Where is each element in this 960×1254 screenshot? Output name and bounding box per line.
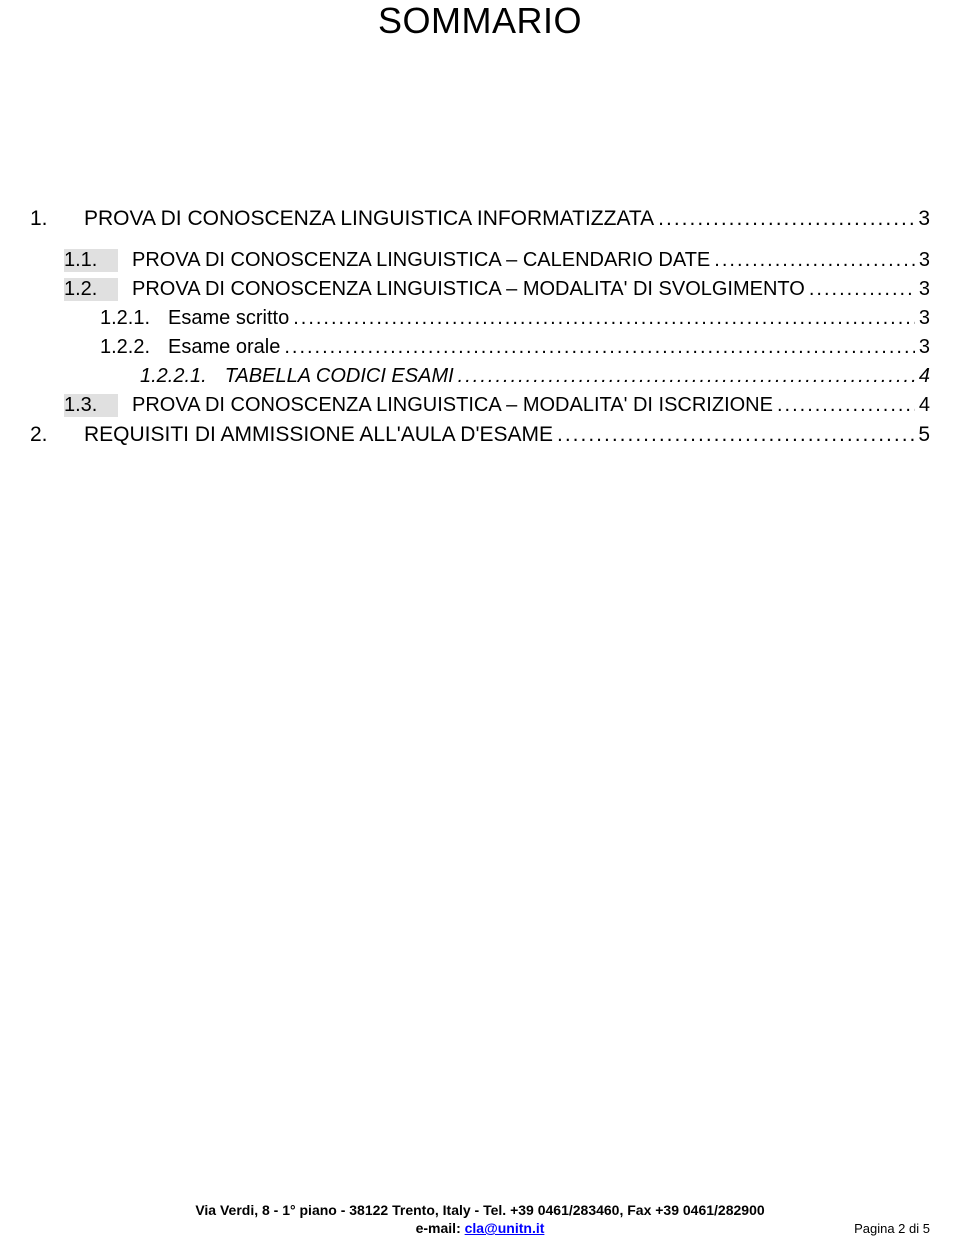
toc-entry: 1.2.2.1.TABELLA CODICI ESAMI 4 [140,365,930,388]
toc-entry-page: 3 [915,336,930,359]
toc-entry-leader [773,394,915,417]
toc-entry: 1.2.1.Esame scritto 3 [100,307,930,330]
footer-email-link[interactable]: cla@unitn.it [465,1220,545,1236]
toc-entry-number: 1.2.2. [100,336,168,359]
footer-email-prefix: e-mail: [416,1220,465,1236]
toc-entry-label: Esame scritto [168,307,289,330]
page-number: Pagina 2 di 5 [854,1221,930,1236]
toc-entry: 1.1. PROVA DI CONOSCENZA LINGUISTICA – CA… [64,249,930,272]
toc-entry-number: 2. [30,423,84,447]
page-footer: Via Verdi, 8 - 1° piano - 38122 Trento, … [0,1202,960,1236]
toc-entry-page: 3 [915,249,930,272]
toc-entry-page: 3 [914,207,930,231]
toc-entry-leader [289,307,915,330]
toc-entry-leader [805,278,915,301]
toc-entry-label: PROVA DI CONOSCENZA LINGUISTICA INFORMAT… [84,207,654,231]
toc-entry-leader [654,207,914,231]
toc-entry-number: 1.1. [64,249,118,272]
toc-entry-label: PROVA DI CONOSCENZA LINGUISTICA – MODALI… [132,278,805,301]
toc-entry-label: PROVA DI CONOSCENZA LINGUISTICA – MODALI… [132,394,773,417]
toc-entry-leader [454,365,915,388]
toc-entry-label: REQUISITI DI AMMISSIONE ALL'AULA D'ESAME [84,423,553,447]
document-title: SOMMARIO [30,0,930,42]
toc-entry: 1.PROVA DI CONOSCENZA LINGUISTICA INFORM… [30,207,930,231]
toc-entry-page: 5 [914,423,930,447]
toc-entry: 1.2. PROVA DI CONOSCENZA LINGUISTICA – MO… [64,278,930,301]
toc-entry-number: 1. [30,207,84,231]
toc-entry-page: 4 [915,365,930,388]
toc-entry-number: 1.2.1. [100,307,168,330]
toc-entry-page: 3 [915,307,930,330]
toc-entry-leader [553,423,914,447]
toc-entry-number: 1.2.2.1. [140,365,225,388]
toc-entry: 2.REQUISITI DI AMMISSIONE ALL'AULA D'ESA… [30,423,930,447]
footer-address: Via Verdi, 8 - 1° piano - 38122 Trento, … [195,1202,764,1218]
toc-entry-number: 1.3. [64,394,118,417]
toc-entry-leader [710,249,915,272]
toc-entry-label: PROVA DI CONOSCENZA LINGUISTICA – CALEND… [132,249,710,272]
toc-entry-page: 4 [915,394,930,417]
toc-entry-number: 1.2. [64,278,118,301]
toc-entry-leader [280,336,915,359]
table-of-contents: 1.PROVA DI CONOSCENZA LINGUISTICA INFORM… [30,207,930,447]
toc-entry: 1.2.2.Esame orale 3 [100,336,930,359]
toc-entry-label: TABELLA CODICI ESAMI [225,365,454,388]
toc-entry: 1.3. PROVA DI CONOSCENZA LINGUISTICA – MO… [64,394,930,417]
toc-entry-page: 3 [915,278,930,301]
toc-entry-label: Esame orale [168,336,280,359]
